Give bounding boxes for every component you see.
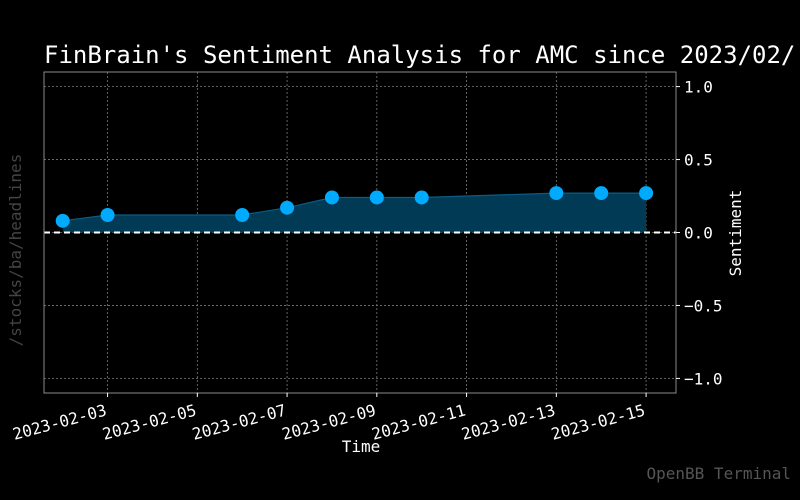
y-axis-label: Sentiment: [726, 190, 745, 277]
sentiment-point: [280, 200, 295, 215]
x-tick-label: 2023-02-13: [459, 401, 557, 444]
plot-area: 1.00.50.0−0.5−1.02023-02-032023-02-05202…: [11, 71, 723, 444]
chart-title: FinBrain's Sentiment Analysis for AMC si…: [44, 41, 795, 69]
sentiment-point: [100, 207, 115, 222]
x-tick-label: 2023-02-11: [370, 401, 468, 444]
x-tick-label: 2023-02-15: [549, 401, 647, 444]
sentiment-point: [235, 207, 250, 222]
side-command-text: /stocks/ba/headlines: [6, 154, 25, 347]
sentiment-area: [62, 193, 647, 233]
sentiment-point: [639, 186, 654, 201]
x-axis-label: Time: [342, 437, 381, 456]
sentiment-line: [62, 192, 647, 222]
y-tick-label: 1.0: [684, 78, 713, 97]
sentiment-point: [549, 186, 564, 201]
watermark: OpenBB Terminal: [647, 464, 792, 483]
x-tick-label: 2023-02-07: [190, 401, 288, 444]
sentiment-point: [55, 213, 70, 228]
sentiment-point: [324, 190, 339, 205]
sentiment-point: [594, 186, 609, 201]
x-tick-label: 2023-02-05: [100, 401, 198, 444]
y-tick-label: 0.0: [684, 224, 713, 243]
y-tick-label: −1.0: [684, 369, 723, 388]
sentiment-point: [369, 190, 384, 205]
sentiment-point: [414, 190, 429, 205]
y-tick-label: −0.5: [684, 296, 723, 315]
x-tick-label: 2023-02-03: [11, 401, 109, 444]
y-tick-label: 0.5: [684, 151, 713, 170]
